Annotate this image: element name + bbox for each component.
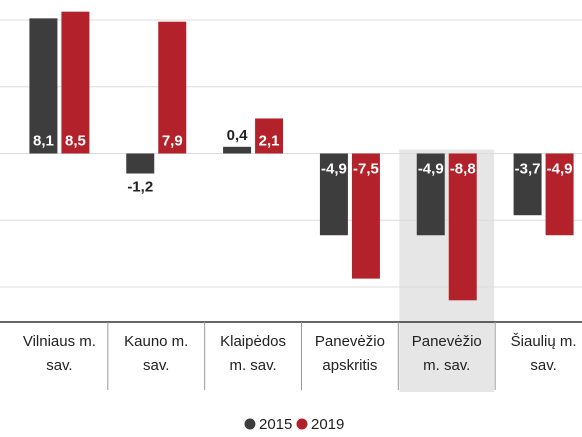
x-tick-label: Klaipėdos: [220, 333, 286, 350]
x-tick-label: sav.: [143, 357, 169, 374]
bar: [223, 146, 252, 154]
data-label: -8,8: [450, 160, 476, 177]
x-tick-label: Panevėžio: [315, 333, 385, 350]
data-label: -1,2: [127, 178, 153, 195]
bar: [416, 153, 445, 236]
x-tick-label: apskritis: [322, 357, 377, 374]
bar: [351, 153, 380, 279]
x-tick-label: Panevėžio: [412, 333, 482, 350]
x-tick-label: Vilniaus m.: [23, 333, 96, 350]
data-label: -4,9: [418, 160, 444, 177]
data-label: 8,5: [65, 132, 86, 149]
bar: [448, 153, 477, 301]
data-label: -7,5: [353, 160, 379, 177]
legend-label: 2019: [311, 416, 344, 433]
legend-marker: [244, 418, 256, 430]
data-label: 0,4: [227, 127, 249, 144]
bar: [513, 153, 542, 216]
bar: [158, 21, 187, 154]
legend-label: 2015: [259, 416, 292, 433]
x-tick-label: Kauno m.: [124, 333, 188, 350]
data-label: -4,9: [321, 160, 347, 177]
bar: [126, 153, 155, 174]
data-label: 2,1: [259, 132, 280, 149]
data-label: 7,9: [162, 132, 183, 149]
data-label: -3,7: [515, 160, 541, 177]
bar: [545, 153, 574, 236]
highlight-band: [399, 149, 495, 392]
data-label: -4,9: [547, 160, 573, 177]
bar: [29, 18, 58, 154]
x-tick-label: m. sav.: [229, 357, 276, 374]
bar: [61, 11, 90, 154]
bar: [319, 153, 348, 236]
legend-marker: [296, 418, 308, 430]
data-label: 8,1: [33, 132, 54, 149]
x-tick-label: sav.: [530, 357, 556, 374]
x-tick-label: sav.: [46, 357, 72, 374]
bar: [255, 118, 284, 154]
x-tick-label: m. sav.: [423, 357, 470, 374]
x-tick-label: Šiaulių m.: [511, 333, 577, 350]
